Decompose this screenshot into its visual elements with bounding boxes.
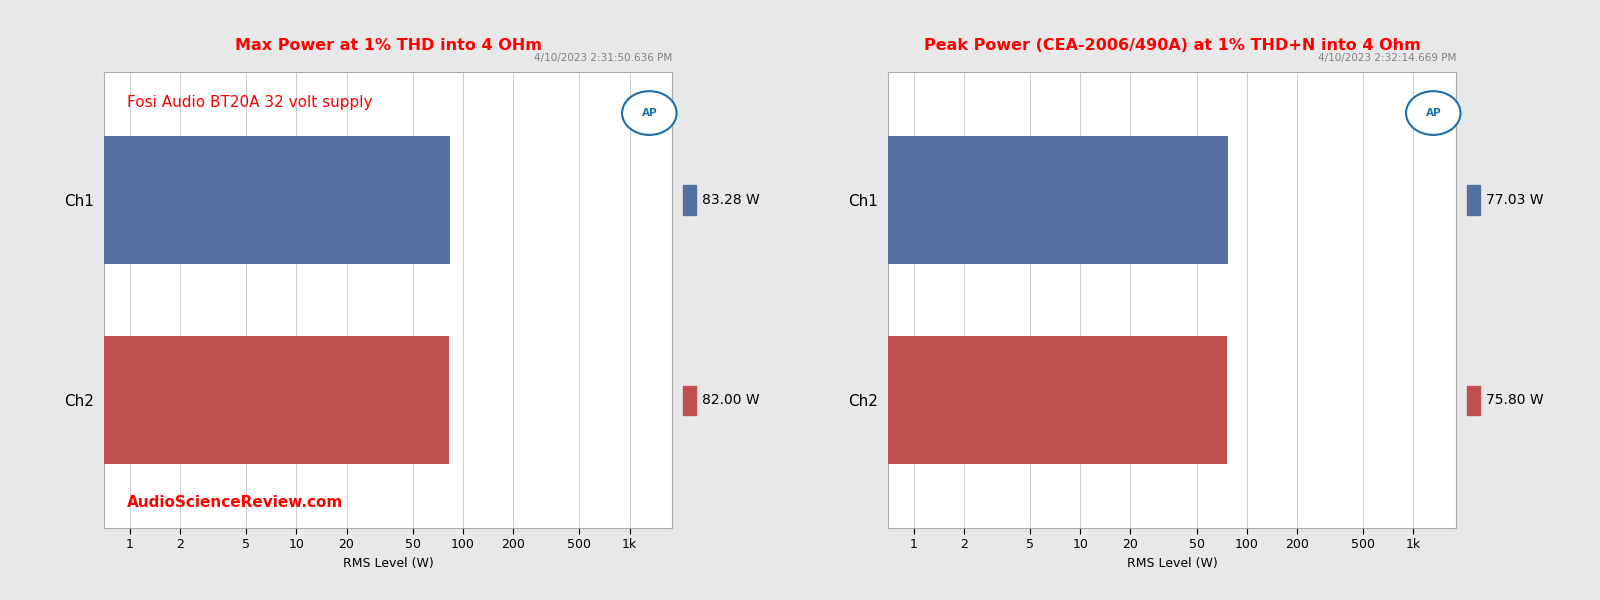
Text: Fosi Audio BT20A 32 volt supply: Fosi Audio BT20A 32 volt supply — [126, 95, 373, 110]
FancyBboxPatch shape — [683, 185, 696, 214]
Bar — [0, 337, 1227, 464]
FancyBboxPatch shape — [1467, 385, 1480, 415]
Bar — [0, 136, 1229, 263]
Text: 77.03 W: 77.03 W — [1485, 193, 1542, 206]
X-axis label: RMS Level (W): RMS Level (W) — [342, 557, 434, 570]
Title: Max Power at 1% THD into 4 OHm: Max Power at 1% THD into 4 OHm — [235, 38, 541, 53]
FancyBboxPatch shape — [1467, 185, 1480, 214]
Text: 82.00 W: 82.00 W — [702, 394, 760, 407]
Text: AP: AP — [1426, 108, 1442, 118]
X-axis label: RMS Level (W): RMS Level (W) — [1126, 557, 1218, 570]
Bar — [0, 337, 448, 464]
Text: AudioScienceReview.com: AudioScienceReview.com — [126, 495, 342, 510]
Circle shape — [622, 91, 677, 135]
Text: AP: AP — [642, 108, 658, 118]
Text: 4/10/2023 2:31:50.636 PM: 4/10/2023 2:31:50.636 PM — [534, 53, 672, 63]
Text: 4/10/2023 2:32:14.669 PM: 4/10/2023 2:32:14.669 PM — [1318, 53, 1456, 63]
Circle shape — [1406, 91, 1461, 135]
Bar — [0, 136, 450, 263]
Title: Peak Power (CEA-2006/490A) at 1% THD+N into 4 Ohm: Peak Power (CEA-2006/490A) at 1% THD+N i… — [923, 38, 1421, 53]
Text: 83.28 W: 83.28 W — [702, 193, 760, 206]
Text: 75.80 W: 75.80 W — [1485, 394, 1542, 407]
FancyBboxPatch shape — [683, 385, 696, 415]
